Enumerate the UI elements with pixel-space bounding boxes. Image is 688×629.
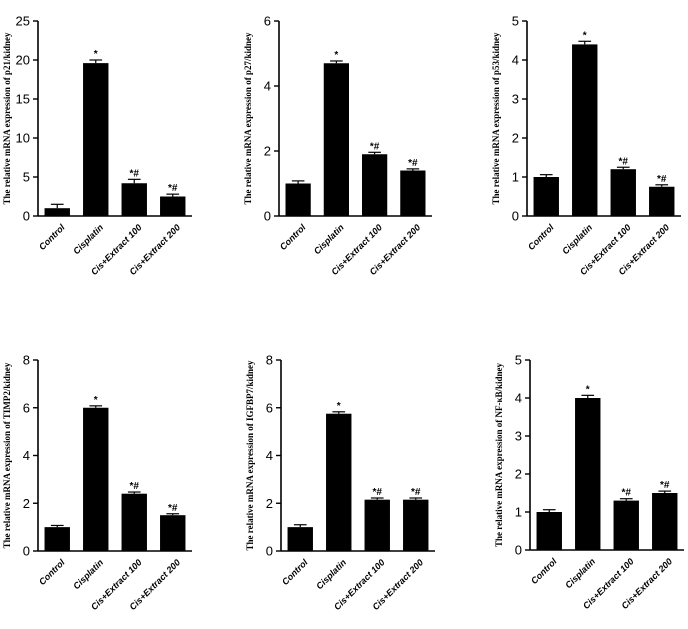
x-tick-label: Cisplatin	[71, 557, 105, 591]
y-tick-label: 6	[23, 400, 30, 415]
bar-cisplatin	[323, 63, 349, 216]
y-tick-label: 4	[23, 448, 30, 463]
bar-cis-extract-100	[121, 183, 147, 216]
x-tick-label: Control	[280, 557, 310, 587]
y-tick-label: 2	[515, 467, 522, 482]
y-tick-label: 8	[23, 353, 30, 368]
bar-cis-extract-200	[160, 196, 186, 216]
y-tick-label: 4	[264, 79, 271, 94]
y-tick-label: 0	[23, 544, 30, 559]
y-tick-label: 6	[266, 400, 273, 415]
bar-cis-extract-100	[613, 500, 639, 550]
y-tick-label: 1	[512, 170, 519, 185]
y-tick-label: 5	[23, 170, 30, 185]
significance-label: *	[583, 30, 587, 41]
y-tick-label: 0	[512, 209, 519, 224]
panel-nfkb: 0 1 2 3 4 5 The relative mRNA expression of NF…	[494, 353, 684, 611]
bar-control	[44, 208, 70, 216]
y-tick-label: 20	[16, 53, 30, 68]
panel-p21: 0 5 10 15 20 25 The relative mRNA expression o…	[2, 14, 192, 277]
x-tick-label: Control	[278, 222, 308, 252]
bar-cis-extract-100	[610, 169, 636, 216]
significance-label: *#	[411, 487, 421, 498]
x-tick-label: Cisplatin	[314, 557, 348, 591]
bar-cisplatin	[83, 63, 109, 217]
y-axis-title: The relative mRNA expression of p21/kidn…	[2, 32, 12, 204]
significance-label: *#	[168, 183, 178, 194]
y-tick-label: 2	[23, 496, 30, 511]
y-tick-label: 10	[16, 131, 30, 146]
y-tick-label: 0	[264, 209, 271, 224]
significance-label: *#	[622, 488, 632, 499]
bar-cisplatin	[83, 407, 109, 551]
y-axis-title: The relative mRNA expression of IGFBP7/k…	[245, 360, 255, 550]
significance-label: *	[94, 395, 98, 406]
x-tick-label: Cisplatin	[71, 222, 105, 256]
x-tick-label: Cisplatin	[560, 222, 594, 256]
y-axis-title: The relative mRNA expression of NF-κB/ki…	[494, 363, 504, 547]
x-tick-label: Control	[526, 222, 556, 252]
y-tick-label: 0	[266, 544, 273, 559]
significance-label: *#	[408, 158, 418, 169]
significance-label: *	[94, 49, 98, 60]
panel-p27: 0 2 4 6 The relative mRNA expression of p27/…	[243, 14, 432, 277]
x-tick-label: Control	[529, 556, 559, 586]
y-tick-label: 3	[512, 92, 519, 107]
y-tick-label: 3	[515, 429, 522, 444]
bar-cis-extract-100	[362, 154, 388, 216]
significance-label: *#	[373, 487, 383, 498]
bar-cisplatin	[326, 413, 352, 551]
bar-cis-extract-200	[649, 186, 675, 216]
y-tick-label: 4	[266, 448, 273, 463]
bar-control	[536, 512, 562, 550]
bar-cisplatin	[572, 44, 598, 217]
bar-cis-extract-200	[403, 499, 429, 551]
y-tick-label: 2	[264, 144, 271, 159]
x-tick-label: Control	[37, 222, 67, 252]
y-axis-title: The relative mRNA expression of TIMP2/ki…	[2, 362, 12, 548]
y-tick-label: 8	[266, 353, 273, 368]
y-tick-label: 0	[515, 543, 522, 558]
bar-cis-extract-100	[364, 499, 390, 551]
bar-cis-extract-200	[160, 515, 186, 551]
significance-label: *#	[370, 141, 380, 152]
bar-cis-extract-200	[400, 170, 426, 216]
y-tick-label: 15	[16, 92, 30, 107]
panel-p53: 0 1 2 3 4 5 The relative mRNA expression of p5…	[491, 14, 681, 277]
y-tick-label: 5	[512, 14, 519, 29]
significance-label: *#	[660, 480, 670, 491]
bar-control	[287, 527, 313, 551]
y-tick-label: 2	[266, 496, 273, 511]
x-tick-label: Control	[37, 557, 67, 587]
bar-cisplatin	[575, 398, 601, 550]
y-tick-label: 2	[512, 131, 519, 146]
significance-label: *	[337, 401, 341, 412]
y-tick-label: 0	[23, 209, 30, 224]
bar-cis-extract-100	[121, 493, 147, 551]
y-tick-label: 1	[515, 505, 522, 520]
y-tick-label: 5	[515, 353, 522, 368]
significance-label: *#	[130, 481, 140, 492]
x-tick-label: Cisplatin	[312, 222, 346, 256]
panel-igfbp7: 0 2 4 6 8 The relative mRNA expression of IGF…	[245, 353, 435, 612]
bar-control	[44, 527, 70, 551]
significance-label: *#	[619, 156, 629, 167]
bar-control	[533, 177, 559, 216]
y-tick-label: 25	[16, 14, 30, 29]
panel-timp2: 0 2 4 6 8 The relative mRNA expression of TIM…	[2, 353, 192, 612]
significance-label: *#	[168, 503, 178, 514]
bar-cis-extract-200	[652, 493, 678, 550]
y-axis-title: The relative mRNA expression of p53/kidn…	[491, 32, 501, 204]
bar-control	[285, 183, 311, 216]
y-tick-label: 4	[512, 53, 519, 68]
significance-label: *	[334, 50, 338, 61]
x-tick-label: Cisplatin	[563, 556, 597, 590]
significance-label: *#	[657, 174, 667, 185]
y-tick-label: 6	[264, 14, 271, 29]
significance-label: *	[586, 384, 590, 395]
significance-label: *#	[130, 168, 140, 179]
y-tick-label: 4	[515, 391, 522, 406]
y-axis-title: The relative mRNA expression of p27/kidn…	[243, 32, 253, 204]
